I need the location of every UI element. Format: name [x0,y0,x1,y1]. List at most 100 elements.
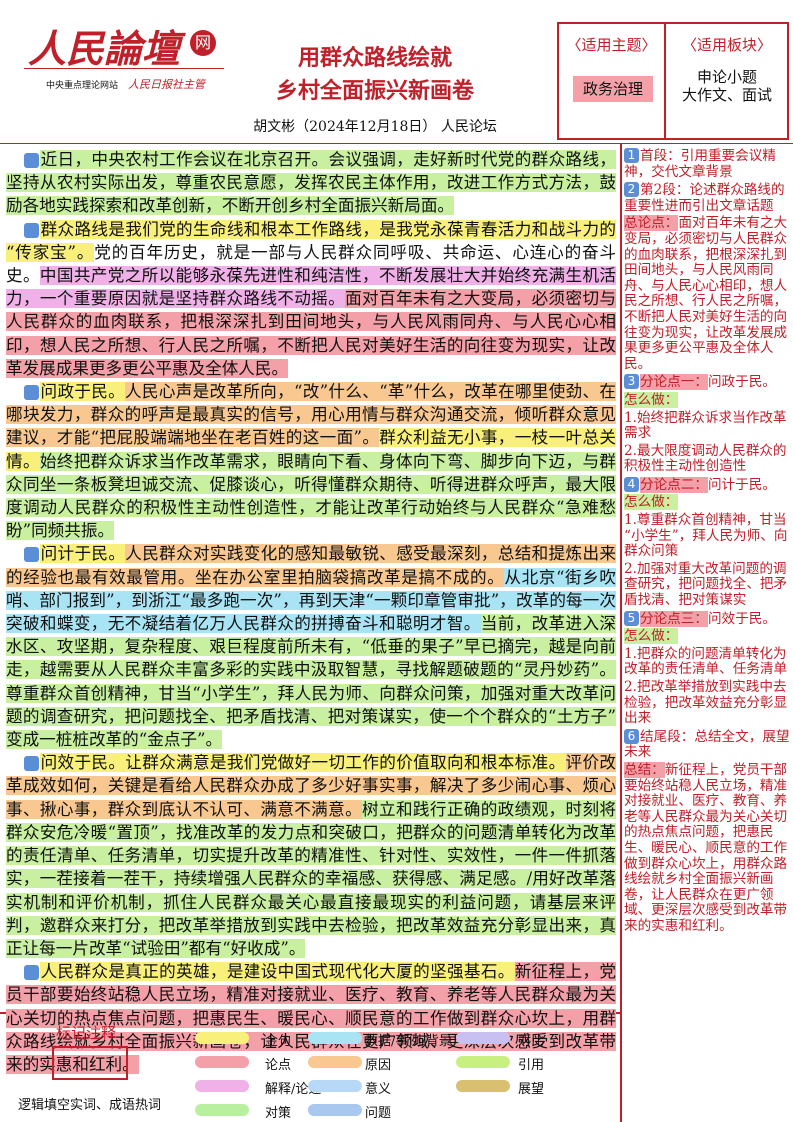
theme-label: 〈适用主题〉 [566,36,657,54]
header-rule [0,143,793,144]
theme: 政务治理 [573,76,653,102]
text-segment: 党的百年历史，就是一部与人民群众同呼吸、共命运、心连心的奋斗史。 [6,242,617,286]
paragraph-number: 5 [24,756,50,772]
note-text: 第2段：论述群众路线的重要性进而引出文章话题 [624,182,785,214]
legend-label: 论点 [265,1058,292,1073]
legend-caption: 逻辑填空实词、成语热词 [18,1098,162,1113]
article: 1近日，中央农村工作会议在北京召开。会议强调，走好新时代党的群众路线，坚持从农村… [6,148,617,1076]
byline: 胡文彬（2024年12月18日） 人民论坛 [253,119,497,135]
notes: 1 首段：引用重要会议精神，交代文章背景 2 第2段：论述群众路线的重要性进而引出文章… [624,148,790,937]
section-label: 〈适用板块〉 [681,36,772,54]
note: 5 分论点三：问效于民。 [624,610,790,628]
paragraph-number: 1 [24,153,50,168]
info-divider [664,22,666,140]
paragraph: 6人民群众是真正的英雄，是建设中国式现代化大厦的坚强基石。新征程上，党员干部要始… [6,960,617,1076]
note: 2.加强对重大改革问题的调查研究，把问题找全、把矛盾找清、把对策谋实 [624,560,790,609]
note-text: 1.尊重群众首创精神，甘当“小学生”，拜人民为师、向群众问策 [624,512,788,560]
note: 怎么做： [624,628,790,645]
legend-label: 引用 [518,1058,545,1073]
note-number: 2 [624,182,639,198]
note: 1 首段：引用重要会议精神，交代文章背景 [624,148,790,180]
legend-label: 对策 [265,1106,292,1121]
note-number: 6 [624,728,639,744]
logo-caption: 中央重点理论网站 [46,81,119,91]
logo-org: 人民日报社主管 [128,78,205,91]
text-segment: 近日，中央农村工作会议在北京召开。会议强调，走好新时代党的群众路线，坚持从农村实… [6,150,616,216]
info-box [557,22,789,140]
note: 1.把群众的问题清单转化为改革的责任清单、任务清单 [624,645,790,678]
note-number: 3 [624,374,639,390]
logo: 人民論壇 [28,26,181,71]
legend-swatch [308,1080,362,1092]
note: 2 第2段：论述群众路线的重要性进而引出文章话题 [624,182,790,214]
section: 申论小题 大作文、面试 [666,68,788,104]
paragraph-number: 6 [24,965,50,981]
section-line: 申论小题 [696,68,757,86]
note: 3 分论点一：问政于民。 [624,374,790,391]
note-text: 2.加强对重大改革问题的调查研究，把问题找全、把矛盾找清、把对策谋实 [624,560,788,609]
note: 2.最大限度调动人民群众的积极性主动性创造性 [624,443,790,475]
legend-swatch [456,1080,510,1092]
note-text: 问效于民。 [707,610,776,627]
legend-swatch [308,1032,362,1044]
note-tag: 总结： [624,761,665,778]
note-number: 1 [624,148,639,163]
legend-label: 原因 [365,1058,392,1073]
legend-swatch [195,1032,249,1044]
note: 6 结尾段：总结全文，展望未来 [624,728,790,761]
note-text: 结尾段：总结全文，展望未来 [624,728,790,761]
paragraph-number: 4 [24,547,50,563]
legend-swatch [195,1104,249,1116]
note-tag: 怎么做： [624,628,679,645]
note-tag: 分论点三： [640,610,708,627]
legend-title: 标记注释 [56,1024,117,1042]
legend-label: 展望 [518,1082,545,1097]
legend-swatch [456,1056,510,1068]
paragraph: 1近日，中央农村工作会议在北京召开。会议强调，走好新时代党的群众路线，坚持从农村… [6,148,616,218]
paragraph: 2群众路线是我们党的生命线和根本工作路线，是我党永葆青春活力和战斗力的“传家宝”… [6,218,617,380]
note: 怎么做： [624,494,790,511]
legend-swatch [308,1056,362,1068]
legend-swatch [308,1104,362,1116]
legend-label: 问题 [365,1106,392,1121]
paragraph: 3问政于民。人民心声是改革所向，“改”什么、“革”什么，改革在哪里使劲、在哪块发… [6,380,617,542]
logo-badge: 网 [190,30,216,56]
note-tag: 怎么做： [624,494,679,511]
note-number: 4 [624,476,639,492]
section-line: 大作文、面试 [681,86,772,104]
paragraph: 5问效于民。让群众满意是我们党做好一切工作的价值取向和根本标准。评价改革成效如何… [6,751,617,960]
note-text: 问政于民。 [707,374,776,391]
title: 用群众路线绘就 乡村全面振兴新画卷 [230,42,520,108]
legend-label: 金句 [265,1034,292,1049]
legend-label: 意义 [365,1082,392,1097]
logo-rule [24,68,224,69]
note: 4 分论点二：问计于民。 [624,476,790,494]
note-text: 1.始终把群众诉求当作改革需求 [624,409,787,442]
legend-swatch [195,1080,249,1092]
legend-label: 对比 [518,1034,545,1049]
text-segment: 尊重群众首创精神，甘当“小学生”，拜人民为师、向群众问策，加强对重大改革问题的调… [6,683,616,750]
note-number: 5 [624,610,639,626]
text-segment: 问效于民。 [40,753,126,773]
legend-label: 数据/事例/背景 [365,1034,452,1049]
paragraph-number: 3 [24,385,50,401]
text-segment: 问政于民。 [40,382,126,402]
legend-box [52,1046,128,1080]
note-tag: 分论点二： [640,476,708,493]
legend-swatch [195,1056,249,1068]
note-tag: 总论点： [624,215,679,232]
note-text: 首段：引用重要会议精神，交代文章背景 [624,148,776,180]
text-segment: 始终把群众诉求当作改革需求，眼睛向下看、身体向下弯、脚步向下迈，与群众同坐一条板… [6,451,617,541]
note-text: 新征程上，党员干部要始终站稳人民立场，精准对接就业、医疗、教育、养老等人民群众最… [624,761,788,934]
note-tag: 怎么做： [624,391,679,408]
text-segment: 问计于民。 [40,544,126,564]
title-line: 乡村全面振兴新画卷 [275,78,474,104]
note-text: 面对百年未有之大变局，必须密切与人民群众的血肉联系，把根深深扎到田间地头，与人民… [624,215,788,372]
note: 总论点：面对百年未有之大变局，必须密切与人民群众的血肉联系，把根深深扎到田间地头… [624,215,790,372]
note-tag: 分论点一： [640,374,708,391]
column-divider [620,143,622,1122]
legend-label: 解释/论述 [265,1082,322,1097]
note-text: 1.把群众的问题清单转化为改革的责任清单、任务清单 [624,645,788,678]
note: 总结：新征程上，党员干部要始终站稳人民立场，精准对接就业、医疗、教育、养老等人民… [624,761,790,935]
note-text: 问计于民。 [707,476,776,493]
